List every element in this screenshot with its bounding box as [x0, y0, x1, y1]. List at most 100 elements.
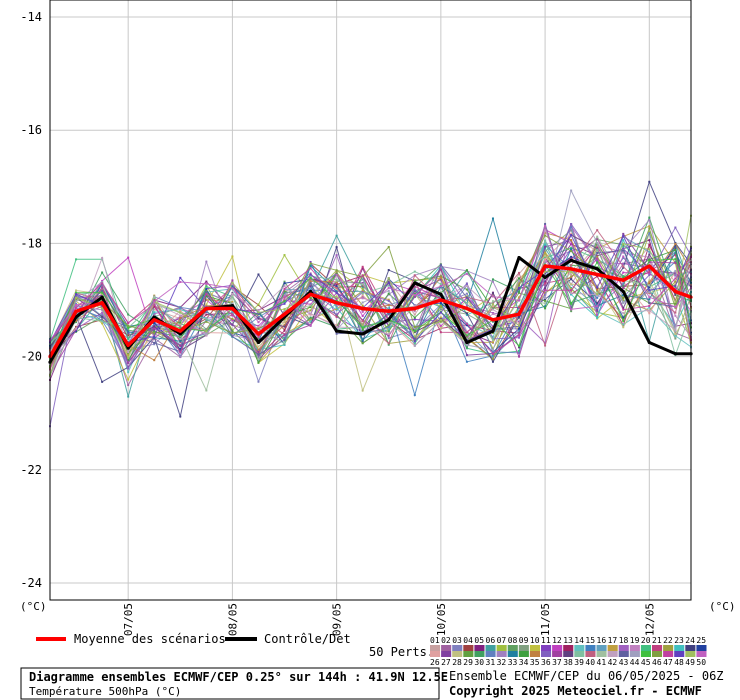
- ensemble-member-point: [205, 295, 208, 298]
- member-label: 09: [519, 636, 529, 645]
- ensemble-member-point: [570, 302, 573, 305]
- mean-series-point: [517, 312, 521, 316]
- ensemble-member-line: [49, 226, 692, 367]
- member-swatch: [485, 645, 496, 651]
- member-label: 32: [497, 658, 507, 667]
- ensemble-member-point: [570, 283, 573, 286]
- ensemble-member-point: [361, 325, 364, 328]
- ensemble-member-point: [648, 250, 651, 253]
- ensemble-member-point: [335, 280, 338, 283]
- member-swatch: [485, 651, 496, 657]
- ensemble-member-point: [335, 307, 338, 310]
- footer-title-box: [20, 667, 440, 700]
- ensemble-member-point: [674, 328, 677, 331]
- ensemble-member-point: [518, 290, 521, 293]
- ensemble-member-point: [518, 277, 521, 280]
- ensemble-member-point: [205, 260, 208, 263]
- member-label: 40: [585, 658, 595, 667]
- ensemble-member-point: [674, 337, 677, 340]
- ensemble-member-point: [596, 290, 599, 293]
- ensemble-member-point: [335, 291, 338, 294]
- ensemble-member-point: [570, 270, 573, 273]
- member-label: 31: [486, 658, 496, 667]
- ensemble-member-point: [622, 276, 625, 279]
- ensemble-member-point: [518, 286, 521, 289]
- ensemble-member-point: [205, 313, 208, 316]
- ensemble-member-point: [361, 304, 364, 307]
- ensemble-member-point: [465, 272, 468, 275]
- ensemble-member-point: [127, 256, 130, 259]
- ensemble-member-point: [465, 344, 468, 347]
- ensemble-member-point: [491, 341, 494, 344]
- ensemble-member-point: [622, 271, 625, 274]
- ensemble-member-point: [361, 297, 364, 300]
- ensemble-member-point: [335, 273, 338, 276]
- ensemble-member-point: [465, 269, 468, 272]
- ensemble-member-point: [439, 320, 442, 323]
- ensemble-member-point: [153, 336, 156, 339]
- ensemble-member-point: [153, 323, 156, 326]
- ensemble-member-point: [544, 280, 547, 283]
- ensemble-member-point: [75, 306, 78, 309]
- ensemble-member-point: [596, 314, 599, 317]
- ensemble-member-point: [153, 326, 156, 329]
- ensemble-member-point: [179, 319, 182, 322]
- ensemble-member-point: [179, 311, 182, 314]
- ensemble-member-point: [544, 344, 547, 347]
- ensemble-member-point: [361, 291, 364, 294]
- main-series: [48, 255, 693, 364]
- ensemble-member-point: [205, 332, 208, 335]
- ensemble-member-point: [309, 309, 312, 312]
- ensemble-member-point: [75, 300, 78, 303]
- ensemble-member-point: [491, 280, 494, 283]
- member-label: 15: [585, 636, 595, 645]
- member-label: 01: [430, 636, 440, 645]
- ensemble-member-point: [387, 277, 390, 280]
- ensemble-member-point: [570, 287, 573, 290]
- footer-copyright: Copyright 2025 Meteociel.fr - ECMWF: [449, 684, 702, 698]
- ensemble-member-point: [465, 338, 468, 341]
- member-label: 10: [530, 636, 540, 645]
- ensemble-member-point: [179, 340, 182, 343]
- ensemble-member-point: [257, 335, 260, 338]
- ensemble-member-point: [622, 266, 625, 269]
- ensemble-member-point: [674, 269, 677, 272]
- ensemble-member-point: [648, 270, 651, 273]
- ensemble-member-point: [544, 289, 547, 292]
- ensemble-member-point: [387, 298, 390, 301]
- ensemble-member-point: [179, 415, 182, 418]
- member-label: 13: [563, 636, 573, 645]
- ensemble-member-point: [231, 317, 234, 320]
- ensemble-member-point: [309, 304, 312, 307]
- ensemble-member-point: [491, 301, 494, 304]
- ensemble-member-point: [413, 342, 416, 345]
- ensemble-member-point: [439, 325, 442, 328]
- ensemble-member-point: [231, 301, 234, 304]
- control-series-point: [595, 267, 599, 271]
- ensemble-member-point: [596, 248, 599, 251]
- control-series-point: [361, 332, 365, 336]
- ensemble-member-line: [49, 228, 692, 356]
- ensemble-member-point: [179, 280, 182, 283]
- ensemble-member-point: [674, 248, 677, 251]
- ensemble-member-point: [596, 296, 599, 299]
- ensemble-member-point: [179, 314, 182, 317]
- ensemble-member-point: [283, 282, 286, 285]
- control-series-point: [308, 289, 313, 294]
- ensemble-member-point: [648, 225, 651, 228]
- ensemble-member-point: [257, 311, 260, 314]
- member-label: 22: [663, 636, 673, 645]
- y-tick-label: -16: [20, 123, 42, 137]
- member-swatch: [518, 645, 529, 651]
- ensemble-member-point: [283, 309, 286, 312]
- ensemble-member-point: [491, 312, 494, 315]
- mean-series-point: [308, 292, 313, 296]
- member-swatch: [640, 645, 651, 651]
- ensemble-member-point: [622, 284, 625, 287]
- ensemble-member-point: [413, 290, 416, 293]
- control-series-point: [491, 329, 495, 333]
- ensemble-member-point: [361, 285, 364, 288]
- ensemble-member-point: [570, 293, 573, 296]
- mean-series-point: [100, 301, 104, 305]
- ensemble-member-point: [283, 280, 286, 283]
